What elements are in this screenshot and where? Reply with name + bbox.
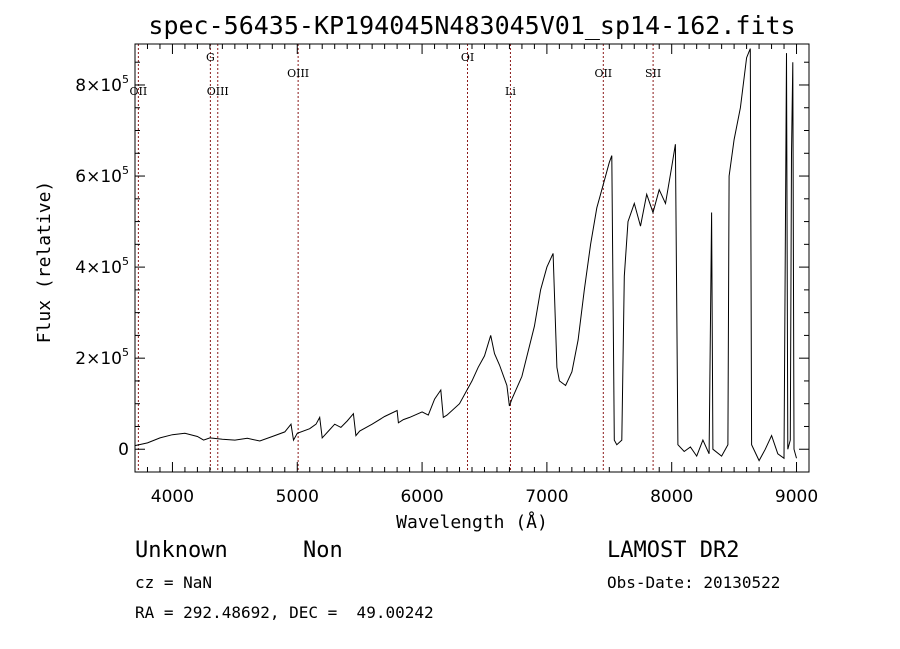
- y-axis-ticks: 0 2×105 4×105 6×105 8×105: [75, 61, 809, 460]
- x-tick-label: 8000: [650, 487, 693, 507]
- object-subclass: Non: [303, 538, 343, 563]
- x-tick-label: 6000: [400, 487, 443, 507]
- y-tick-label: 8×105: [75, 73, 129, 96]
- spectral-line-label: OI: [461, 51, 474, 64]
- y-tick-label: 6×105: [75, 164, 129, 187]
- y-axis-label: Flux (relative): [34, 181, 55, 344]
- x-tick-label: 4000: [151, 487, 194, 507]
- spectral-line-markers: [137, 44, 654, 472]
- spectrum-line: [134, 48, 797, 462]
- y-tick-label: 0: [118, 440, 129, 460]
- spectral-line-label: OII: [594, 67, 612, 80]
- observation-date: Obs-Date: 20130522: [607, 573, 781, 592]
- spectral-line-label: OII: [130, 85, 148, 98]
- redshift-value: cz = NaN: [135, 573, 213, 592]
- x-axis-label: Wavelength (Å): [396, 511, 548, 533]
- spectral-line-label: G: [206, 51, 215, 64]
- spectral-line-label: SII: [645, 67, 661, 80]
- x-tick-label: 9000: [775, 487, 818, 507]
- spectral-line-label: OIII: [207, 85, 229, 98]
- y-tick-label: 2×105: [75, 346, 129, 369]
- spectral-line-label: OIII: [287, 67, 309, 80]
- y-tick-label: 4×105: [75, 255, 129, 278]
- object-class: Unknown: [135, 538, 228, 563]
- coordinates: RA = 292.48692, DEC = 49.00242: [135, 603, 434, 622]
- plot-frame: [134, 43, 810, 473]
- chart-title: spec-56435-KP194045N483045V01_sp14-162.f…: [148, 11, 795, 40]
- spectral-line-label: Li: [505, 85, 516, 98]
- x-tick-label: 7000: [525, 487, 568, 507]
- x-axis-ticks: 4000 5000 6000 7000 8000 9000: [146, 44, 818, 507]
- survey-name: LAMOST DR2: [607, 538, 740, 563]
- spectral-line-labels: OII G OIII OIII OI Li OII SII: [130, 51, 662, 98]
- x-tick-label: 5000: [276, 487, 319, 507]
